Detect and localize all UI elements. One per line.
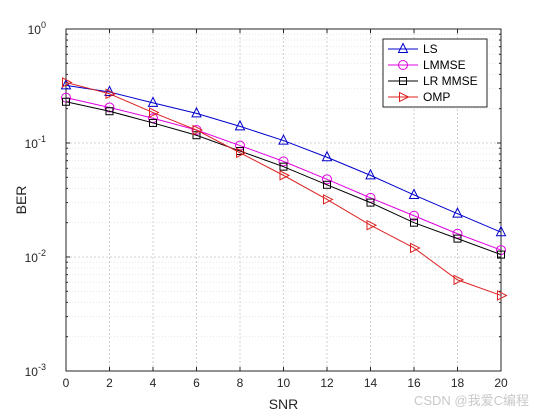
data-point-omp [149, 107, 160, 118]
data-point-ls [191, 106, 202, 118]
data-point-omp [105, 88, 117, 100]
data-point-ls [365, 168, 376, 180]
x-tick-label: 14 [364, 376, 378, 390]
data-point-ls [278, 133, 289, 145]
data-point-omp [62, 77, 73, 88]
legend-label-ls: LS [423, 42, 438, 56]
data-point-omp [236, 147, 247, 159]
x-tick-label: 20 [494, 376, 508, 390]
series-line-ls [65, 84, 502, 233]
legend-label-lmmse: LMMSE [423, 58, 466, 72]
legend-marker-lmmse [398, 60, 408, 70]
data-point-lr-mmse [497, 250, 505, 259]
data-point-omp [192, 124, 204, 136]
y-tick-label: 10-1 [25, 134, 46, 151]
x-tick-label: 0 [63, 376, 70, 390]
legend-marker-ls [397, 42, 409, 53]
data-point-ls [234, 119, 246, 131]
data-point-lmmse [278, 156, 289, 167]
y-axis-title: BER [13, 186, 29, 215]
data-point-ls [147, 96, 159, 107]
x-tick-label: 12 [320, 376, 334, 390]
data-point-ls [495, 225, 507, 237]
watermark-text: CSDN @我爱C编程 [413, 393, 529, 408]
data-point-omp [410, 242, 421, 254]
y-tick-label: 10-2 [25, 248, 46, 265]
data-point-lmmse [322, 174, 332, 185]
data-point-omp [497, 290, 508, 301]
series-line-omp [65, 81, 502, 296]
legend-marker-lr-mmse [399, 77, 407, 85]
legend-box [382, 38, 488, 108]
data-point-lr-mmse [279, 162, 288, 171]
x-axis-title: SNR [269, 396, 299, 412]
data-point-omp [323, 194, 334, 205]
y-tick-label: 10-3 [25, 362, 46, 379]
data-point-omp [453, 274, 465, 286]
x-tick-label: 18 [451, 376, 465, 390]
x-tick-label: 6 [193, 376, 200, 390]
data-point-ls [321, 150, 333, 162]
data-point-ls [104, 85, 115, 97]
series-line-lmmse [65, 97, 502, 251]
x-tick-label: 4 [150, 376, 157, 390]
data-point-lr-mmse [410, 218, 418, 227]
x-tick-label: 2 [106, 376, 113, 390]
series-line-lr-mmse [65, 101, 502, 256]
data-point-ls [408, 188, 420, 199]
data-point-lmmse [104, 102, 115, 113]
data-point-lr-mmse [323, 180, 331, 189]
data-point-lr-mmse [366, 198, 375, 207]
data-point-lmmse [409, 210, 419, 221]
data-point-ls [452, 207, 463, 218]
legend-label-lr-mmse: LR MMSE [423, 74, 478, 88]
data-point-omp [366, 219, 378, 231]
data-point-lr-mmse [453, 234, 462, 243]
data-point-lr-mmse [62, 97, 70, 106]
legend-label-omp: OMP [423, 90, 450, 104]
y-tick-label: 100 [28, 20, 46, 37]
data-point-lr-mmse [149, 118, 157, 127]
legend-marker-omp [399, 91, 410, 103]
data-point-lr-mmse [192, 131, 201, 140]
x-tick-label: 16 [407, 376, 421, 390]
data-point-omp [279, 170, 291, 181]
x-tick-label: 8 [237, 376, 244, 390]
data-point-lr-mmse [105, 107, 114, 116]
x-tick-label: 10 [277, 376, 291, 390]
